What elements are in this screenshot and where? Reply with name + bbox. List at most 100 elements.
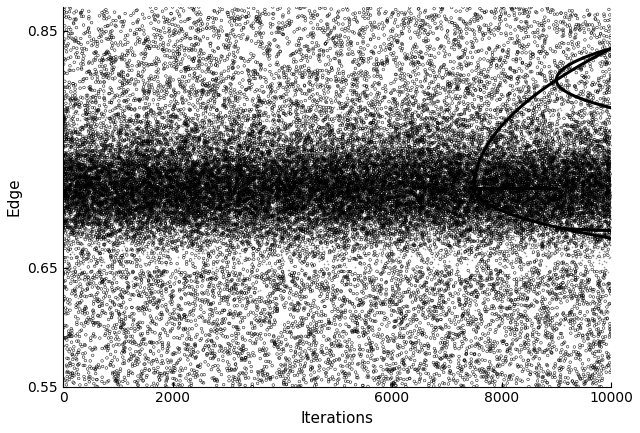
Point	[486, 275, 497, 282]
Point	[434, 153, 444, 160]
Point	[485, 186, 495, 193]
Point	[360, 171, 370, 178]
Point	[315, 58, 325, 65]
Point	[331, 188, 341, 195]
Point	[74, 338, 84, 345]
Point	[452, 125, 462, 132]
Point	[251, 268, 261, 275]
Point	[525, 228, 536, 235]
Point	[205, 219, 215, 226]
Point	[287, 226, 297, 233]
Point	[128, 180, 138, 187]
Point	[421, 362, 431, 369]
Point	[131, 157, 141, 164]
Point	[371, 176, 381, 183]
Point	[349, 276, 360, 283]
Point	[112, 210, 122, 217]
Point	[392, 177, 402, 184]
Point	[353, 165, 363, 171]
Point	[297, 164, 307, 171]
Point	[552, 169, 563, 176]
Point	[66, 136, 76, 142]
Point	[483, 185, 493, 192]
Point	[501, 171, 511, 178]
Point	[289, 251, 300, 258]
Point	[271, 374, 282, 381]
Point	[419, 29, 429, 36]
Point	[156, 360, 166, 367]
Point	[284, 200, 294, 207]
Point	[524, 107, 534, 113]
Point	[181, 183, 191, 190]
Point	[143, 188, 154, 195]
Point	[383, 196, 394, 203]
Point	[532, 239, 543, 246]
Point	[295, 213, 305, 220]
Point	[451, 187, 461, 194]
Point	[376, 3, 386, 10]
Point	[135, 165, 145, 172]
Point	[539, 169, 549, 176]
Point	[339, 160, 349, 167]
Point	[408, 150, 419, 157]
Point	[295, 188, 305, 195]
Point	[278, 150, 288, 157]
Point	[534, 176, 545, 183]
Point	[443, 188, 453, 195]
Point	[274, 281, 284, 288]
Point	[189, 129, 199, 136]
Point	[598, 161, 608, 168]
Point	[230, 175, 240, 182]
Point	[303, 170, 314, 177]
Point	[315, 207, 325, 214]
Point	[351, 213, 361, 220]
Point	[83, 142, 93, 149]
Point	[524, 237, 534, 244]
Point	[301, 192, 311, 199]
Point	[221, 105, 232, 112]
Point	[340, 159, 350, 166]
Point	[518, 161, 528, 168]
Point	[160, 183, 170, 190]
Point	[494, 250, 504, 257]
Point	[341, 4, 351, 11]
Point	[283, 179, 293, 186]
Point	[83, 210, 93, 216]
Point	[218, 151, 228, 158]
Point	[399, 74, 410, 81]
Point	[204, 252, 214, 259]
Point	[59, 240, 69, 247]
Point	[138, 138, 148, 145]
Point	[326, 184, 336, 191]
Point	[253, 193, 263, 200]
Point	[237, 174, 248, 181]
Point	[92, 151, 102, 158]
Point	[267, 170, 277, 177]
Point	[294, 144, 305, 151]
Point	[308, 279, 319, 286]
Point	[432, 190, 442, 197]
Point	[159, 170, 170, 177]
Point	[434, 136, 444, 143]
Point	[589, 152, 600, 158]
Point	[253, 168, 264, 175]
Point	[208, 246, 218, 253]
Point	[235, 188, 245, 195]
Point	[470, 297, 480, 304]
Point	[103, 142, 113, 149]
Point	[134, 196, 145, 203]
Point	[428, 133, 438, 140]
Point	[379, 375, 389, 382]
Point	[582, 203, 593, 210]
Point	[137, 307, 147, 314]
Point	[477, 205, 488, 212]
Point	[114, 85, 124, 92]
Point	[406, 178, 417, 185]
Point	[484, 380, 494, 387]
Point	[85, 167, 95, 174]
Point	[593, 191, 603, 198]
Point	[584, 224, 594, 231]
Point	[563, 170, 573, 177]
Point	[504, 187, 514, 194]
Point	[550, 206, 560, 213]
